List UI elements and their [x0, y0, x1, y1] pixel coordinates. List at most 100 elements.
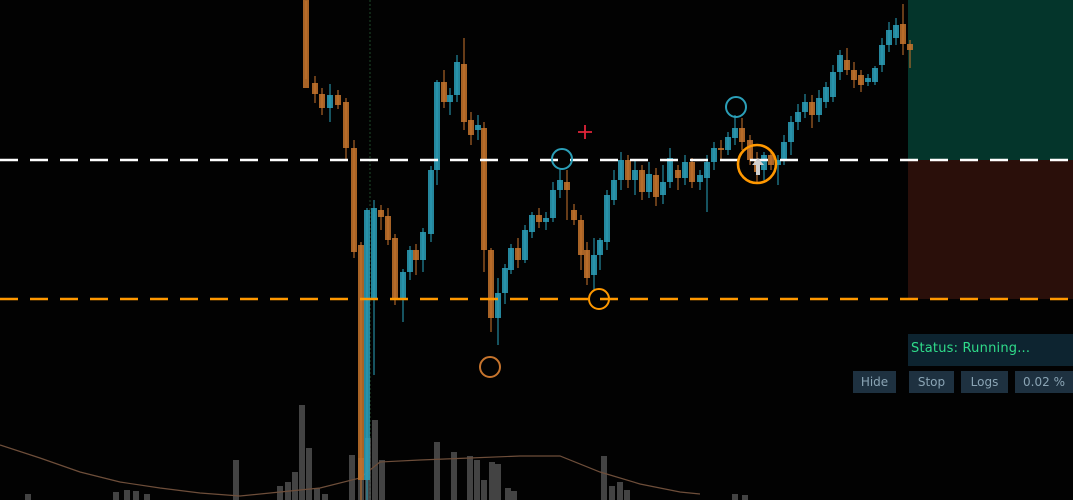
candle-body — [385, 216, 391, 240]
hide-button[interactable]: Hide — [853, 371, 896, 393]
candle-body — [646, 174, 652, 192]
candle-body — [481, 128, 487, 250]
candle-body — [858, 75, 864, 85]
signal-ring-marker — [551, 148, 573, 170]
candle-body — [591, 255, 597, 275]
volume-bar — [489, 462, 495, 500]
volume-bar — [511, 491, 517, 500]
volume-bar — [292, 472, 298, 500]
candle-body — [625, 160, 631, 180]
volume-bar — [25, 494, 31, 500]
candle-body — [502, 268, 508, 293]
candle-body — [358, 245, 364, 480]
candle-body — [407, 250, 413, 272]
candle-body — [335, 95, 341, 105]
candle-body — [653, 175, 659, 197]
volume-bar — [601, 456, 607, 500]
candle-body — [837, 55, 843, 72]
candle-body — [907, 44, 913, 50]
candle-body — [495, 293, 501, 318]
candle-body — [682, 162, 688, 178]
signal-ring-marker — [588, 288, 610, 310]
candle-body — [697, 175, 703, 182]
candle-body — [795, 112, 801, 122]
signal-ring-marker — [725, 96, 747, 118]
candle-body — [468, 120, 474, 135]
volume-bar — [481, 480, 487, 500]
candle-body — [851, 70, 857, 80]
candle-body — [775, 160, 781, 165]
candle-body — [802, 102, 808, 112]
candle-body — [428, 170, 434, 234]
volume-bar — [451, 452, 457, 500]
volume-bar — [505, 488, 511, 500]
signal-ring-marker — [479, 356, 501, 378]
candle-body — [319, 94, 325, 108]
candle-body — [689, 162, 695, 182]
candle-body — [872, 68, 878, 82]
loss-zone — [908, 160, 1073, 299]
candle-body — [718, 148, 724, 150]
candle-body — [788, 122, 794, 142]
candle-body — [475, 125, 481, 130]
volume-bar — [124, 490, 130, 500]
candle-body — [522, 230, 528, 260]
candle-body — [378, 210, 384, 217]
percent-button[interactable]: 0.02 % — [1015, 371, 1073, 393]
marker-layer — [479, 96, 778, 378]
volume-layer — [0, 405, 748, 500]
volume-bar — [467, 456, 473, 500]
volume-bar — [609, 486, 615, 500]
zones-layer — [908, 0, 1073, 299]
candle-body — [865, 78, 871, 82]
volume-bar — [732, 494, 738, 500]
candle-body — [618, 160, 624, 180]
profit-zone — [908, 0, 1073, 160]
volume-bar — [113, 492, 119, 500]
stop-button[interactable]: Stop — [909, 371, 954, 393]
candle-body — [578, 220, 584, 255]
candle-body — [434, 82, 440, 170]
candle-body — [508, 248, 514, 270]
candle-body — [781, 142, 787, 160]
candle-body — [725, 137, 731, 150]
candle-body — [400, 272, 406, 300]
candle-body — [392, 238, 398, 298]
candle-body — [879, 45, 885, 65]
candle-body — [900, 24, 906, 44]
candle-body — [447, 95, 453, 102]
volume-bar — [314, 488, 320, 500]
candle-body — [667, 158, 673, 182]
candle-body — [413, 250, 419, 260]
candle-body — [816, 98, 822, 115]
volume-bar — [624, 490, 630, 500]
candle-body — [536, 215, 542, 222]
red-cross-marker — [578, 125, 592, 139]
candle-body — [441, 82, 447, 102]
candle-body — [543, 218, 549, 222]
volume-bar — [474, 460, 480, 500]
candle-body — [515, 248, 521, 260]
status-label: Status: Running... — [911, 341, 1031, 356]
volume-bar — [306, 448, 312, 500]
candle-body — [597, 240, 603, 255]
candle-body — [704, 162, 710, 178]
candle-body — [611, 180, 617, 200]
candle-body — [557, 180, 563, 190]
logs-button[interactable]: Logs — [961, 371, 1008, 393]
volume-bar — [379, 460, 385, 500]
signal-ring-marker — [736, 143, 778, 185]
volume-bar — [144, 494, 150, 500]
candle-body — [488, 250, 494, 318]
candle-body — [732, 128, 738, 138]
candle-body — [830, 72, 836, 97]
candle-body — [364, 210, 370, 480]
candle-body — [886, 30, 892, 45]
candle-body — [371, 208, 377, 300]
candle-body — [343, 102, 349, 148]
volume-bar — [299, 405, 305, 500]
candle-body — [632, 170, 638, 180]
buy-arrow-marker — [752, 158, 764, 175]
candle-body — [768, 155, 774, 165]
